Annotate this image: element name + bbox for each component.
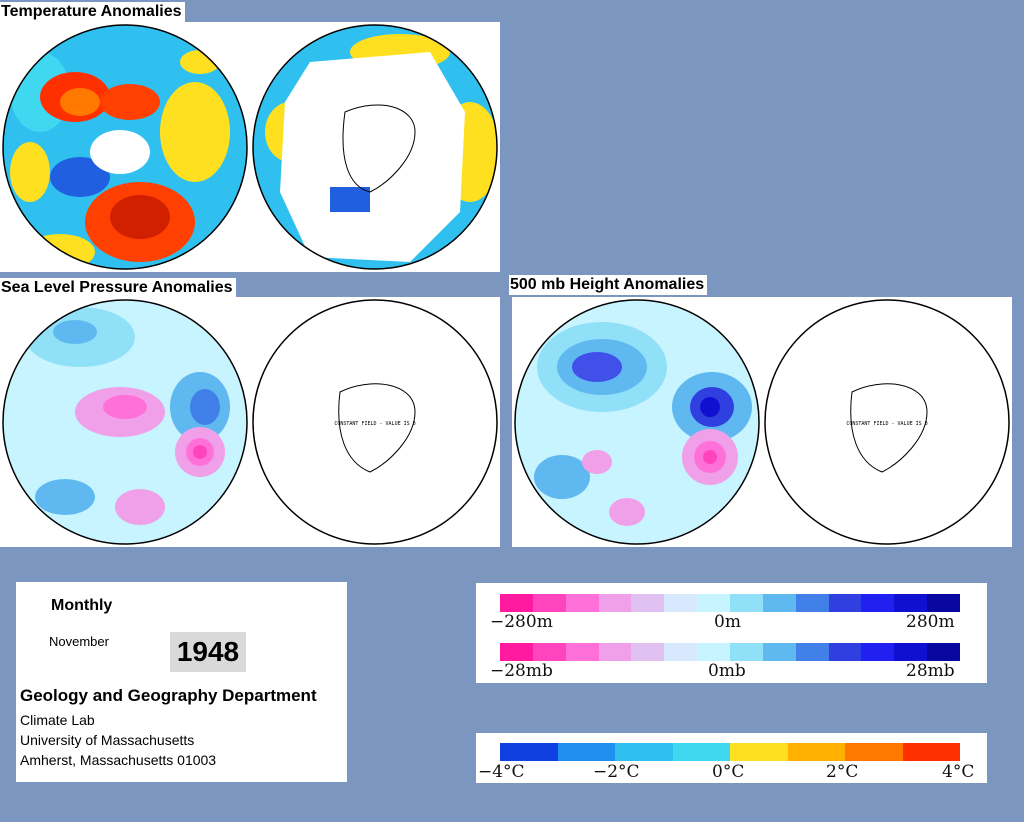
pressure-max-label: 28mb — [906, 661, 955, 681]
temperature-color-bar-swatch-3 — [672, 743, 730, 761]
height-color-bar-swatch-8 — [762, 594, 796, 612]
temperature-color-bar-swatch-7 — [902, 743, 960, 761]
temp-label-neg2: −2°C — [593, 762, 640, 782]
temperature-color-bar-swatch-4 — [730, 743, 788, 761]
sh-slp-globe: CONSTANT FIELD - VALUE IS 0 — [252, 299, 498, 545]
sh-temperature-globe — [252, 24, 498, 270]
height-mid-label: 0m — [714, 612, 741, 632]
pressure-color-bar — [500, 643, 961, 661]
nh-temperature-globe — [2, 24, 248, 270]
temp-label-2: 2°C — [826, 762, 859, 782]
temperature-color-bar-swatch-6 — [845, 743, 903, 761]
height-color-bar-swatch-10 — [828, 594, 862, 612]
pressure-color-bar-swatch-3 — [598, 643, 632, 661]
temperature-scale-box: −4°C −2°C 0°C 2°C 4°C — [476, 733, 987, 783]
temperature-color-bar — [500, 743, 960, 761]
pressure-color-bar-swatch-5 — [664, 643, 698, 661]
slp-panel-title: Sea Level Pressure Anomalies — [0, 278, 236, 298]
temp-label-neg4: −4°C — [478, 762, 525, 782]
height-color-bar-swatch-2 — [565, 594, 599, 612]
pressure-color-bar-swatch-2 — [565, 643, 599, 661]
height-color-bar-swatch-12 — [894, 594, 928, 612]
height-color-bar-swatch-13 — [927, 594, 961, 612]
nh-slp-globe — [2, 299, 248, 545]
temperature-color-bar-swatch-5 — [787, 743, 845, 761]
pressure-color-bar-swatch-7 — [730, 643, 763, 661]
address-label: Amherst, Massachusetts 01003 — [20, 752, 217, 768]
height-panel-title: 500 mb Height Anomalies — [509, 275, 708, 295]
height-color-bar-swatch-3 — [598, 594, 632, 612]
sh-height-globe: CONSTANT FIELD - VALUE IS 0 — [764, 299, 1010, 545]
pressure-color-bar-swatch-12 — [894, 643, 928, 661]
department-label: Geology and Geography Department — [20, 686, 317, 705]
temperature-panel — [0, 22, 500, 272]
year-label: 1948 — [170, 632, 246, 672]
temperature-color-bar-swatch-0 — [500, 743, 558, 761]
anomaly-scale-box: −280m 0m 280m −28mb 0mb 28mb — [476, 583, 987, 683]
height-constant-field-note: CONSTANT FIELD - VALUE IS 0 — [846, 421, 927, 427]
pressure-color-bar-swatch-0 — [500, 643, 533, 661]
nh-height-globe — [514, 299, 760, 545]
pressure-color-bar-swatch-6 — [697, 643, 731, 661]
pressure-color-bar-swatch-13 — [927, 643, 961, 661]
slp-panel: CONSTANT FIELD - VALUE IS 0 — [0, 297, 500, 547]
height-min-label: −280m — [490, 612, 553, 632]
height-color-bar-swatch-0 — [500, 594, 533, 612]
temperature-color-bar-swatch-2 — [615, 743, 673, 761]
height-color-bar-swatch-4 — [631, 594, 665, 612]
pressure-color-bar-swatch-10 — [828, 643, 862, 661]
height-color-bar-swatch-7 — [730, 594, 763, 612]
lab-label: Climate Lab — [20, 712, 95, 728]
height-color-bar-swatch-9 — [795, 594, 829, 612]
pressure-color-bar-swatch-4 — [631, 643, 665, 661]
height-color-bar — [500, 594, 961, 612]
info-box: Monthly November 1948 Geology and Geogra… — [16, 582, 347, 782]
pressure-color-bar-swatch-8 — [762, 643, 796, 661]
temp-label-0: 0°C — [712, 762, 745, 782]
month-label: November — [49, 634, 109, 649]
temp-label-4: 4°C — [942, 762, 975, 782]
period-label: Monthly — [51, 597, 113, 614]
pressure-mid-label: 0mb — [708, 661, 746, 681]
temperature-color-bar-swatch-1 — [557, 743, 615, 761]
pressure-color-bar-swatch-11 — [861, 643, 895, 661]
pressure-min-label: −28mb — [490, 661, 553, 681]
slp-constant-field-note: CONSTANT FIELD - VALUE IS 0 — [334, 421, 415, 427]
university-label: University of Massachusetts — [20, 732, 195, 748]
height-color-bar-swatch-11 — [861, 594, 895, 612]
height-color-bar-swatch-1 — [532, 594, 566, 612]
height-color-bar-swatch-5 — [664, 594, 698, 612]
temperature-panel-title: Temperature Anomalies — [0, 2, 185, 22]
pressure-color-bar-swatch-1 — [532, 643, 566, 661]
pressure-color-bar-swatch-9 — [795, 643, 829, 661]
height-color-bar-swatch-6 — [697, 594, 731, 612]
height-max-label: 280m — [906, 612, 955, 632]
height-panel: CONSTANT FIELD - VALUE IS 0 — [512, 297, 1012, 547]
